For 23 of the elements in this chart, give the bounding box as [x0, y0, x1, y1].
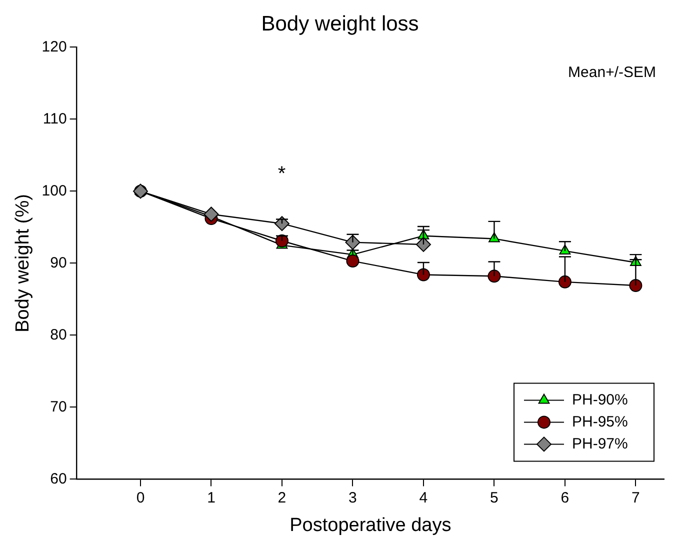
- y-tick-label: 60: [50, 470, 67, 488]
- y-tick-label: 100: [42, 182, 67, 200]
- y-tick-label: 110: [42, 110, 67, 128]
- x-tick-label: 4: [419, 489, 428, 506]
- x-tick-label: 6: [560, 489, 570, 506]
- chart-title: Body weight loss: [261, 12, 419, 36]
- x-tick-label: 5: [490, 489, 498, 506]
- annotation: *: [278, 163, 286, 186]
- legend-label: PH-95%: [572, 413, 628, 430]
- y-tick-label: 80: [50, 326, 67, 344]
- legend-label: PH-90%: [572, 391, 628, 408]
- x-tick-label: 0: [136, 489, 145, 506]
- x-axis-title: Postoperative days: [290, 514, 452, 536]
- x-tick-label: 3: [348, 489, 357, 506]
- x-tick-label: 1: [207, 489, 216, 506]
- annotation: Mean+/-SEM: [568, 64, 656, 81]
- y-tick-label: 120: [42, 38, 67, 56]
- x-tick-label: 7: [632, 489, 640, 506]
- y-axis-title: Body weight (%): [12, 194, 34, 332]
- legend-label: PH-97%: [572, 435, 628, 452]
- y-tick-label: 90: [50, 254, 67, 272]
- x-tick-label: 2: [278, 489, 286, 506]
- y-tick-label: 70: [50, 398, 67, 416]
